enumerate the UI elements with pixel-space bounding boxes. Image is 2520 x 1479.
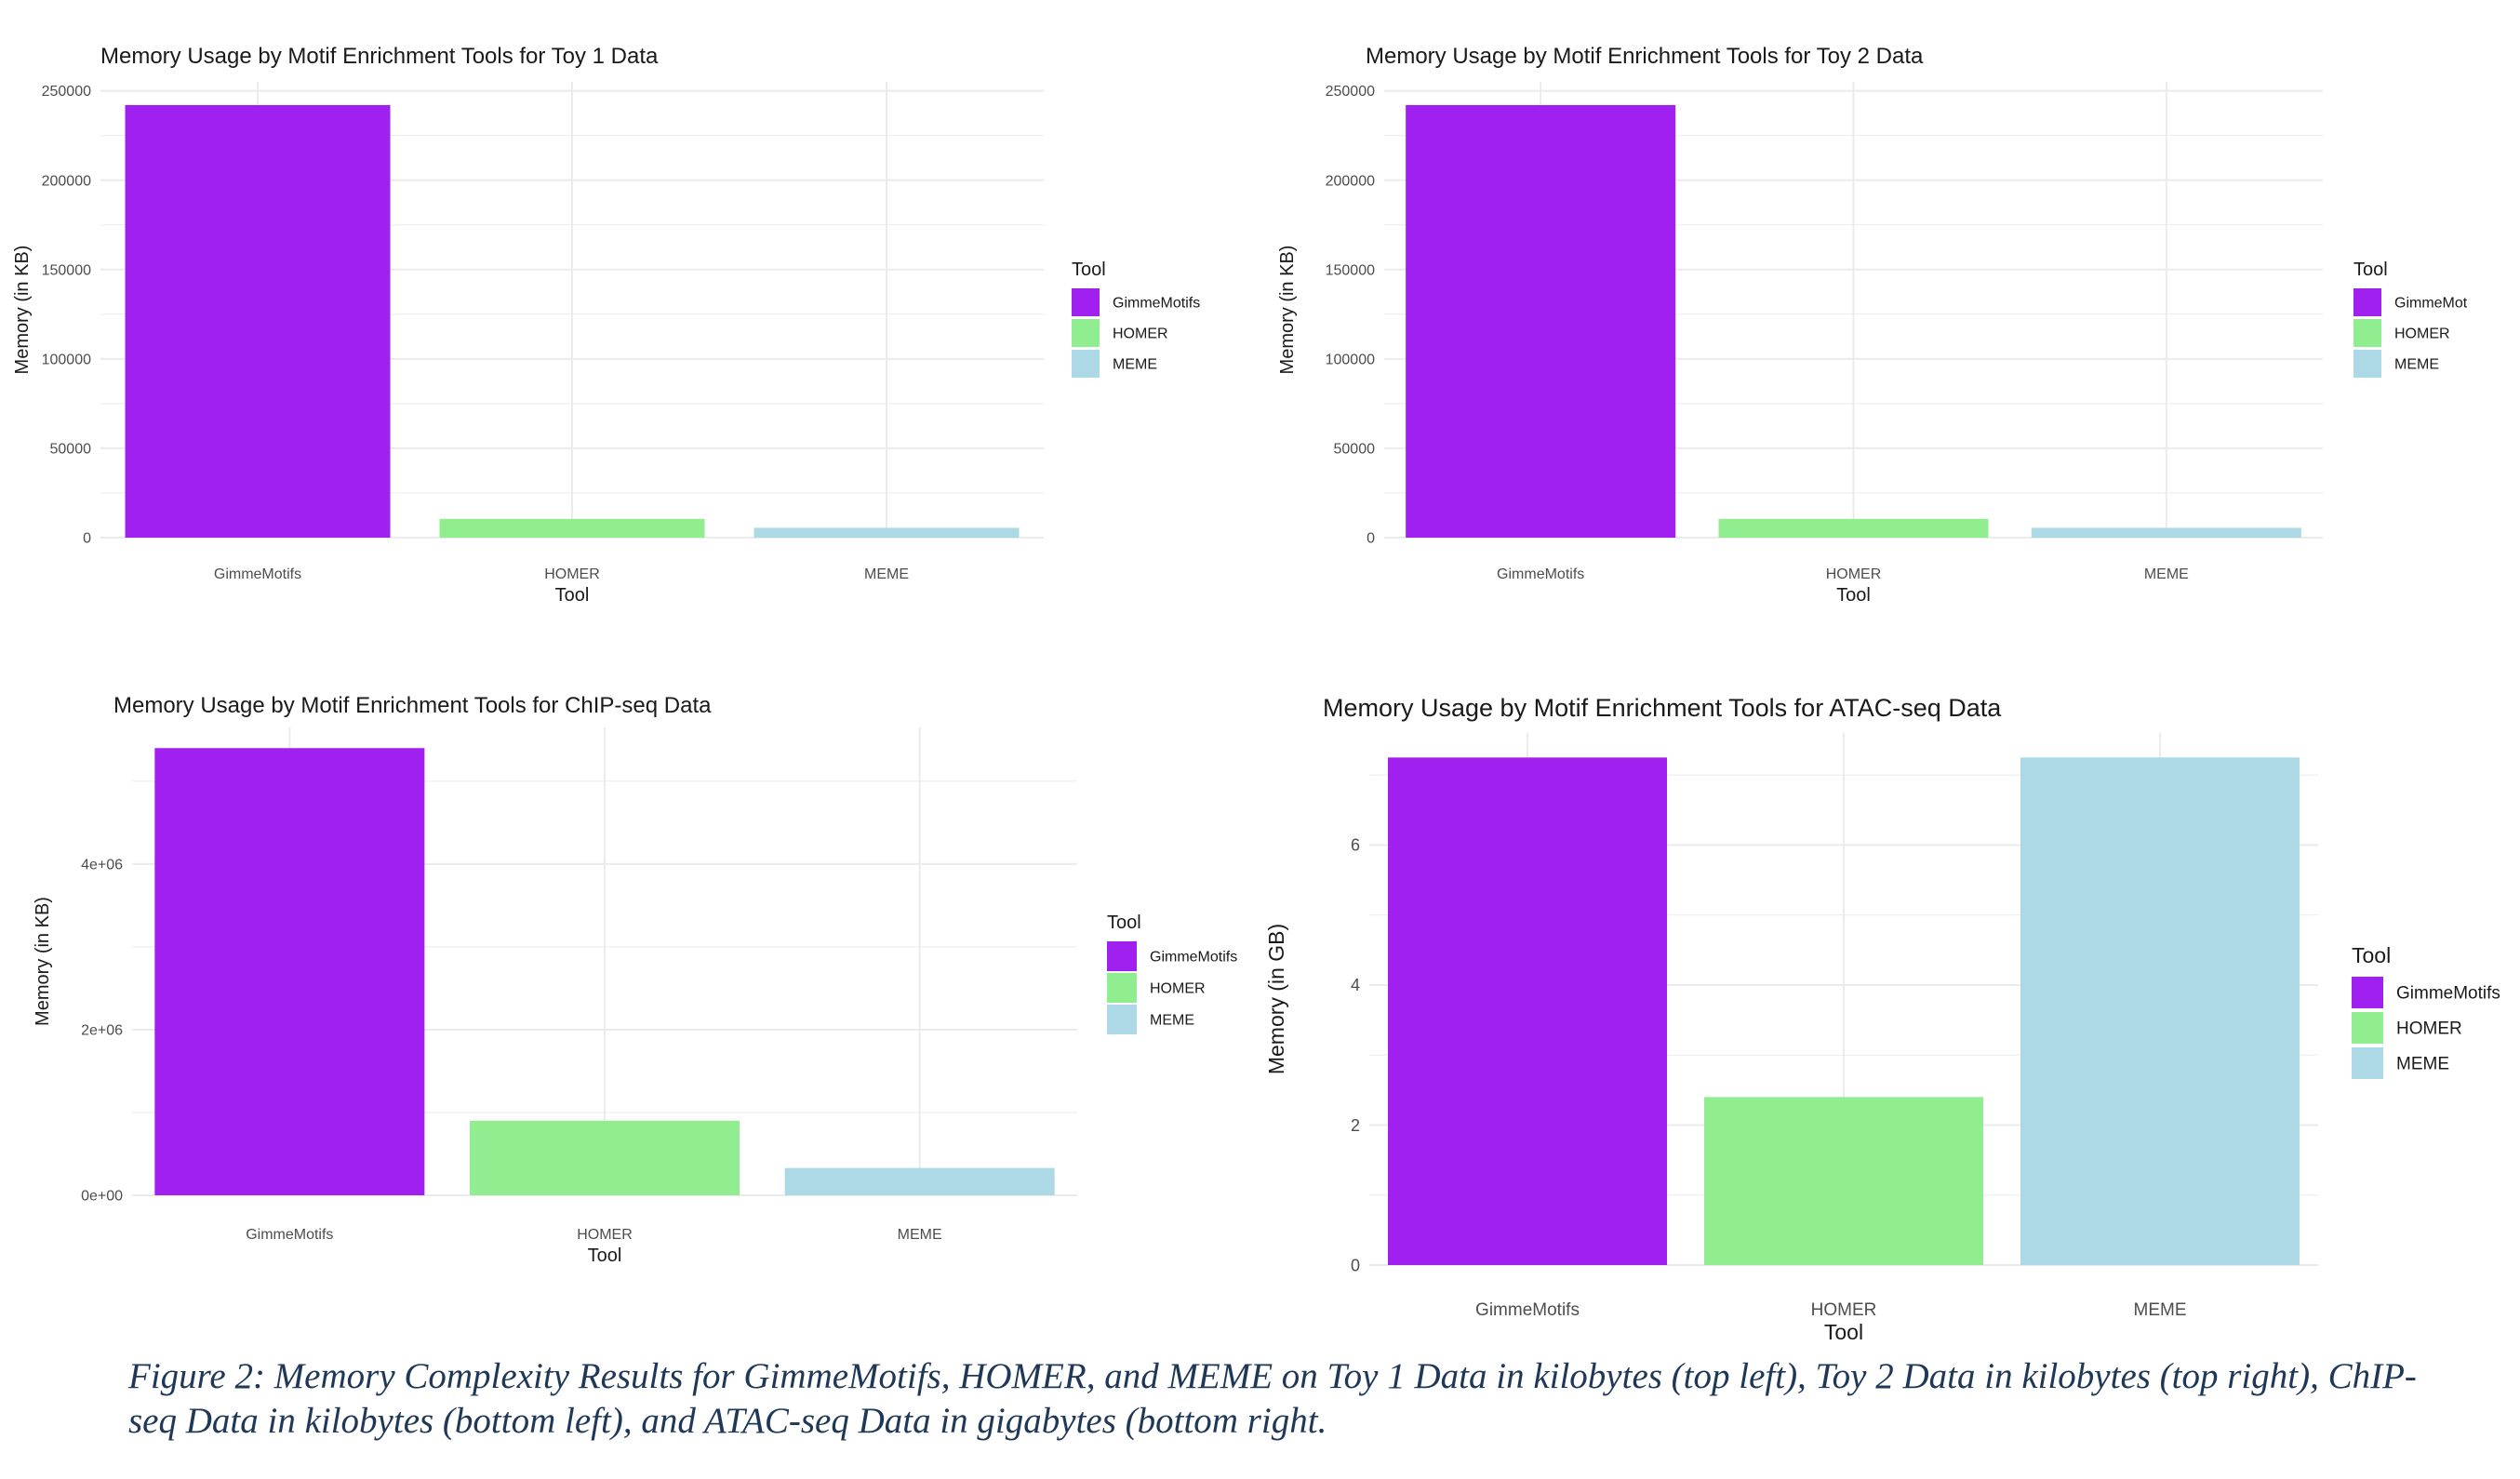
y-tick-label: 250000 (1326, 84, 1375, 100)
legend-swatch (2352, 977, 2383, 1008)
legend-label: GimmeMotifs (1113, 296, 1200, 312)
figure-caption: Figure 2: Memory Complexity Results for … (128, 1356, 2417, 1441)
chart-atacseq: 0 2 4 6 GimmeMotifs HOMER MEME Memory Usage by … (1264, 694, 2500, 1344)
legend-swatch (2353, 350, 2381, 378)
y-tick-label: 2e+06 (81, 1023, 123, 1039)
y-tick-label: 0 (1367, 531, 1375, 547)
bar-homer (470, 1120, 740, 1195)
x-tick-label: HOMER (544, 566, 600, 582)
y-tick-label: 200000 (42, 173, 91, 189)
bar-meme (2020, 757, 2300, 1265)
x-tick-label: HOMER (1826, 566, 1882, 582)
x-tick-label: HOMER (577, 1227, 633, 1243)
bar-homer (439, 518, 705, 538)
legend-swatch (1072, 319, 1100, 347)
legend-label: GimmeMot (2394, 296, 2468, 312)
y-tick-label: 200000 (1326, 173, 1375, 189)
legend-label: HOMER (1150, 981, 1206, 997)
y-tick-label: 0 (1351, 1256, 1360, 1274)
x-axis-label: Tool (555, 585, 590, 606)
chart-title: Memory Usage by Motif Enrichment Tools f… (100, 44, 659, 69)
bar-meme (784, 1167, 1055, 1195)
legend-title: Tool (1107, 913, 1141, 933)
y-tick-label: 4e+06 (81, 857, 123, 873)
y-tick-label: 50000 (1334, 442, 1376, 458)
x-tick-label: HOMER (1811, 1300, 1877, 1320)
y-tick-label: 0e+00 (81, 1189, 123, 1205)
x-tick-label: GimmeMotifs (1475, 1300, 1580, 1320)
y-tick-label: 0 (83, 531, 91, 547)
bar-gimmemotifs (1388, 757, 1667, 1265)
legend-swatch (1107, 1005, 1137, 1034)
legend-label: MEME (2394, 357, 2439, 373)
bar-meme (753, 527, 1020, 538)
chart-title: Memory Usage by Motif Enrichment Tools f… (113, 693, 712, 718)
chart-toy2: 0 50000 100000 150000 200000 250000 GimmeMotif… (1277, 44, 2468, 606)
x-tick-label: GimmeMotifs (1497, 566, 1584, 582)
legend-swatch (1107, 973, 1137, 1003)
legend-swatch (1072, 350, 1100, 378)
legend-swatch (2353, 288, 2381, 316)
legend-label: MEME (1113, 357, 1157, 373)
legend-label: MEME (1150, 1013, 1194, 1029)
y-tick-label: 150000 (42, 262, 91, 278)
x-tick-label: GimmeMotifs (214, 566, 301, 582)
legend-label: GimmeMotifs (1150, 950, 1237, 966)
chart-toy1: 0 50000 100000 150000 200000 250000 GimmeMotif… (12, 44, 1200, 606)
legend-swatch (2353, 319, 2381, 347)
y-tick-label: 6 (1351, 836, 1360, 855)
y-axis-label: Memory (in KB) (12, 246, 33, 375)
x-tick-label: MEME (898, 1227, 942, 1243)
y-tick-label: 4 (1351, 976, 1360, 994)
x-tick-label: MEME (2144, 566, 2189, 582)
x-axis-label: Tool (588, 1246, 622, 1266)
x-tick-label: GimmeMotifs (246, 1227, 333, 1243)
y-tick-label: 250000 (42, 84, 91, 100)
legend-label: GimmeMotifs (2396, 984, 2500, 1004)
chart-chipseq: 0e+00 2e+06 4e+06 GimmeMotifs HOMER MEME Memor… (33, 693, 1237, 1266)
legend-title: Tool (2352, 943, 2391, 967)
y-tick-label: 150000 (1326, 262, 1375, 278)
bar-meme (2031, 527, 2301, 538)
y-axis-label: Memory (in GB) (1264, 924, 1288, 1074)
legend-label: HOMER (2394, 326, 2450, 342)
legend-swatch (2352, 1047, 2383, 1079)
legend-swatch (1072, 288, 1100, 316)
legend-label: MEME (2396, 1055, 2449, 1074)
y-tick-label: 100000 (1326, 352, 1375, 367)
x-tick-label: MEME (2134, 1300, 2187, 1320)
y-axis-label: Memory (in KB) (33, 897, 53, 1026)
legend-swatch (1107, 941, 1137, 971)
chart-title: Memory Usage by Motif Enrichment Tools f… (1323, 694, 2002, 722)
x-axis-label: Tool (1836, 585, 1871, 606)
bar-gimmemotifs (154, 748, 425, 1195)
legend-label: HOMER (2396, 1019, 2462, 1039)
legend-title: Tool (2353, 260, 2388, 280)
y-axis-label: Memory (in KB) (1277, 246, 1298, 375)
y-tick-label: 50000 (50, 442, 92, 458)
legend-swatch (2352, 1012, 2383, 1044)
legend-title: Tool (1072, 260, 1106, 280)
legend-label: HOMER (1113, 326, 1168, 342)
bar-gimmemotifs (1406, 104, 1676, 538)
bar-homer (1718, 518, 1989, 538)
bar-gimmemotifs (125, 104, 391, 538)
bar-homer (1704, 1097, 1983, 1265)
x-axis-label: Tool (1824, 1320, 1863, 1344)
chart-title: Memory Usage by Motif Enrichment Tools f… (1366, 44, 1924, 69)
y-tick-label: 100000 (42, 352, 91, 367)
y-tick-label: 2 (1351, 1116, 1360, 1135)
x-tick-label: MEME (864, 566, 909, 582)
